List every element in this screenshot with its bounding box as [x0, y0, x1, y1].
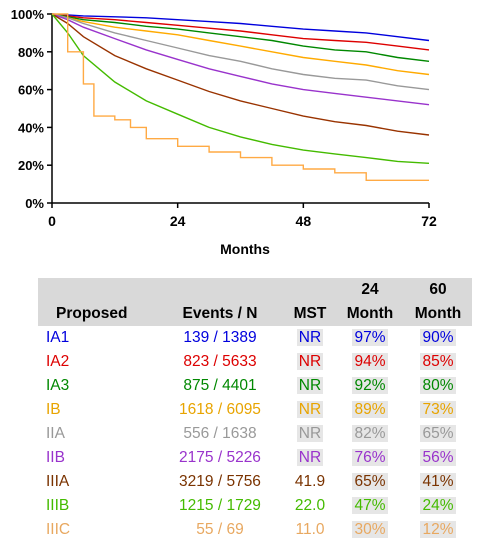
cell-mst: NR [296, 425, 324, 442]
series-line-ia1 [51, 13, 430, 42]
cell-60-month: 73% [420, 401, 456, 418]
series-line-iiia [51, 13, 430, 136]
table-row: IIA 556 / 1638 NR 82% 65% [38, 422, 472, 446]
series-line-ia2 [51, 13, 430, 51]
cell-events: 875 / 4401 [183, 377, 257, 394]
x-tick-label: 0 [48, 213, 56, 229]
header-mst: MST [284, 302, 336, 326]
series-line-ia3 [51, 13, 430, 62]
cell-24-month: 65% [352, 473, 388, 490]
header-events-n: Events / N [156, 302, 284, 326]
cell-stage: IA3 [46, 377, 70, 394]
cell-mst: 41.9 [294, 473, 326, 490]
cell-stage: IIB [46, 449, 65, 466]
cell-mst: NR [296, 329, 324, 346]
cell-stage: IIIB [46, 497, 70, 514]
survival-chart: 0% 20% 40% 60% 80% 100% 0 24 48 72 Months [11, 7, 437, 257]
cell-60-month: 80% [420, 377, 456, 394]
cell-events: 556 / 1638 [183, 425, 257, 442]
header-24-top: 24 [336, 278, 404, 302]
cell-60-month: 56% [420, 449, 456, 466]
cell-events: 55 / 69 [196, 521, 244, 538]
cell-60-month: 24% [420, 497, 456, 514]
cell-stage: IA1 [46, 329, 70, 346]
header-60-top: 60 [404, 278, 472, 302]
cell-24-month: 89% [352, 401, 388, 418]
series-line-ib [51, 13, 430, 76]
y-tick-label: 60% [18, 83, 44, 98]
cell-events: 823 / 5633 [183, 353, 257, 370]
cell-events: 1618 / 6095 [179, 401, 261, 418]
header-24-month: Month [336, 302, 404, 326]
survival-table: 24 60 Proposed Events / N MST Month Mont… [38, 278, 472, 542]
table-row: IB 1618 / 6095 NR 89% 73% [38, 398, 472, 422]
cell-mst: 11.0 [295, 521, 325, 538]
y-tick-label: 20% [18, 158, 44, 173]
cell-24-month: 82% [352, 425, 388, 442]
table-header-row-bottom: Proposed Events / N MST Month Month [38, 302, 472, 326]
header-proposed: Proposed [38, 302, 156, 326]
series-line-iiib [51, 13, 430, 164]
cell-stage: IA2 [46, 353, 70, 370]
cell-events: 1215 / 1729 [179, 497, 261, 514]
series-line-iib [51, 13, 430, 106]
series-line-iiic [52, 13, 429, 181]
x-tick-label: 72 [421, 213, 437, 229]
cell-mst: NR [296, 401, 324, 418]
cell-mst: 22.0 [294, 497, 326, 514]
y-tick-label: 100% [11, 7, 45, 22]
y-tick-label: 40% [18, 120, 44, 135]
y-tick-label: 80% [18, 45, 44, 60]
table-header-row-top: 24 60 [38, 278, 472, 302]
x-tick-label: 48 [296, 213, 312, 229]
series-line-iia [51, 13, 430, 91]
cell-stage: IIA [46, 425, 65, 442]
cell-24-month: 76% [352, 449, 388, 466]
y-tick-label: 0% [25, 196, 44, 211]
cell-60-month: 12% [420, 521, 456, 538]
header-60-month: Month [404, 302, 472, 326]
table-row: IIB 2175 / 5226 NR 76% 56% [38, 446, 472, 470]
cell-mst: NR [296, 353, 324, 370]
cell-60-month: 85% [420, 353, 456, 370]
table-row: IA1 139 / 1389 NR 97% 90% [38, 326, 472, 350]
table-row: IA2 823 / 5633 NR 94% 85% [38, 350, 472, 374]
cell-stage: IIIA [46, 473, 70, 490]
cell-24-month: 30% [352, 521, 388, 538]
cell-stage: IIIC [46, 521, 71, 538]
cell-24-month: 94% [352, 353, 388, 370]
table-row: IIIC 55 / 69 11.0 30% 12% [38, 518, 472, 542]
table-row: IA3 875 / 4401 NR 92% 80% [38, 374, 472, 398]
cell-mst: NR [296, 449, 324, 466]
cell-24-month: 47% [352, 497, 388, 514]
cell-events: 139 / 1389 [183, 329, 257, 346]
x-tick-label: 24 [170, 213, 186, 229]
x-axis-label: Months [220, 241, 270, 257]
cell-60-month: 90% [420, 329, 456, 346]
table-row: IIIA 3219 / 5756 41.9 65% 41% [38, 470, 472, 494]
cell-events: 2175 / 5226 [179, 449, 261, 466]
table-row: IIIB 1215 / 1729 22.0 47% 24% [38, 494, 472, 518]
cell-mst: NR [296, 377, 324, 394]
cell-24-month: 97% [352, 329, 388, 346]
cell-60-month: 41% [420, 473, 456, 490]
cell-60-month: 65% [420, 425, 456, 442]
cell-events: 3219 / 5756 [179, 473, 261, 490]
cell-stage: IB [46, 401, 61, 418]
cell-24-month: 92% [352, 377, 388, 394]
